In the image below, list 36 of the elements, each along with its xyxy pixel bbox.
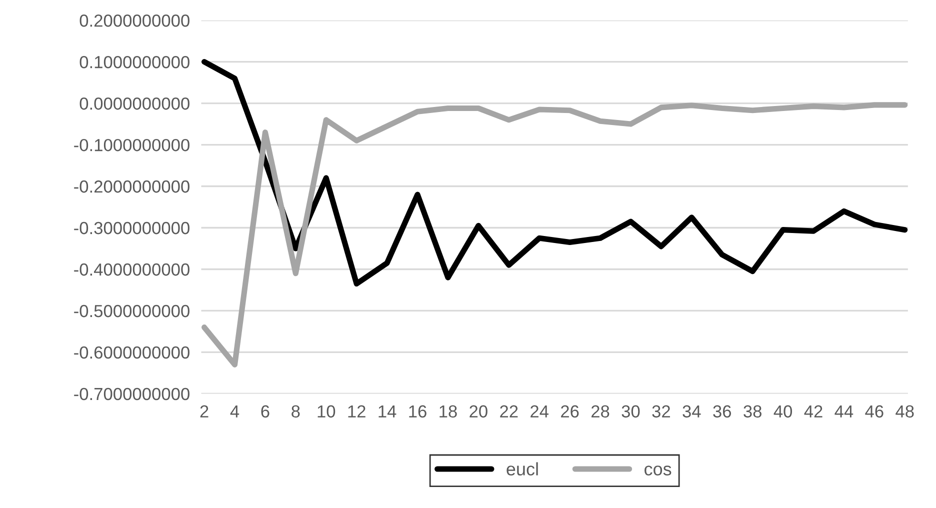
x-tick-label: 10	[318, 405, 336, 418]
y-tick-label: -0.6000000000	[74, 346, 190, 359]
x-tick-label: 18	[440, 405, 457, 418]
legend-label: cos	[644, 466, 672, 476]
x-tick-label: 44	[834, 405, 854, 418]
x-tick-label: 24	[530, 405, 548, 418]
x-tick-label: 38	[744, 405, 762, 418]
x-tick-label: 42	[804, 405, 822, 418]
x-tick-label: 4	[230, 405, 240, 418]
x-tick-label: 12	[348, 405, 366, 418]
x-tick-label: 6	[261, 405, 270, 418]
y-tick-label: 0.0000000000	[80, 97, 190, 110]
x-tick-label: 26	[561, 405, 579, 418]
x-tick-label: 16	[409, 405, 426, 418]
x-tick-label: 2	[200, 405, 208, 418]
x-tick-label: 20	[470, 405, 488, 418]
y-tick-label: -0.2000000000	[74, 180, 190, 193]
x-tick-label: 40	[774, 405, 792, 418]
x-tick-label: 46	[865, 405, 884, 418]
y-tick-label: 0.1000000000	[80, 56, 190, 68]
x-tick-label: 34	[682, 405, 701, 418]
x-tick-label: 32	[652, 405, 670, 418]
x-tick-label: 30	[622, 405, 640, 418]
x-tick-label: 36	[713, 405, 732, 418]
legend-label: eucl	[506, 462, 538, 476]
x-tick-label: 8	[292, 405, 300, 418]
x-tick-label: 28	[591, 405, 610, 418]
y-tick-label: -0.7000000000	[74, 388, 190, 400]
x-tick-label: 22	[500, 405, 518, 418]
x-tick-label: 48	[896, 405, 914, 418]
y-tick-label: -0.4000000000	[74, 263, 190, 276]
y-tick-label: -0.3000000000	[74, 222, 190, 234]
y-tick-label: -0.1000000000	[74, 138, 190, 152]
x-tick-label: 14	[378, 405, 396, 418]
y-tick-label: 0.2000000000	[80, 14, 190, 27]
y-tick-label: -0.5000000000	[74, 304, 190, 318]
